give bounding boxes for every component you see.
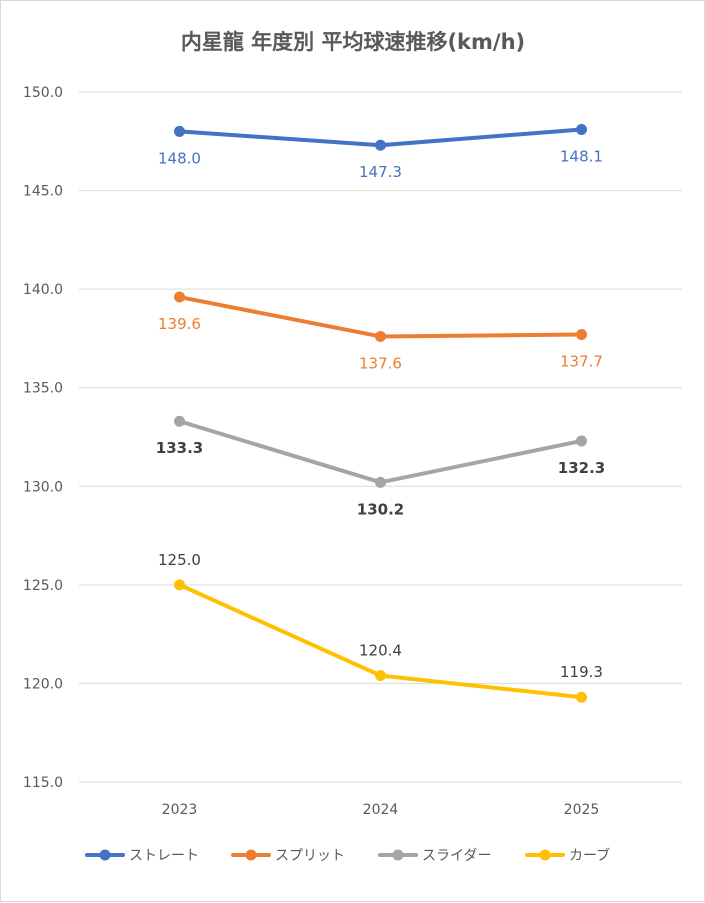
- y-tick-label: 130.0: [23, 479, 63, 495]
- y-tick-label: 120.0: [23, 676, 63, 692]
- x-axis-ticks: 2023 2024 2025: [162, 802, 600, 818]
- data-label: 130.2: [357, 500, 404, 518]
- data-label: 137.6: [359, 354, 402, 372]
- data-point: [174, 579, 185, 591]
- data-label: 148.0: [158, 149, 201, 167]
- data-point: [576, 691, 587, 703]
- data-label: 148.1: [560, 147, 603, 165]
- legend-label: ストレート: [129, 848, 199, 864]
- legend-label: カーブ: [569, 847, 610, 864]
- data-label: 125.0: [158, 551, 201, 569]
- chart-title: 内星龍 年度別 平均球速推移(km/h): [181, 30, 525, 54]
- data-labels: 148.0 147.3 148.1 139.6 137.6 137.7 133.3 130.2…: [156, 147, 605, 681]
- data-label: 119.3: [560, 663, 603, 681]
- legend-label: スプリット: [275, 848, 345, 864]
- legend-label: スライダー: [422, 848, 491, 864]
- data-label: 120.4: [359, 642, 402, 660]
- data-label: 147.3: [359, 163, 402, 181]
- series-lines: [174, 123, 587, 703]
- data-point: [375, 330, 386, 342]
- y-tick-label: 115.0: [23, 775, 63, 791]
- legend-swatch-marker: [99, 849, 111, 861]
- legend-swatch-marker: [245, 849, 257, 861]
- data-point: [375, 139, 386, 151]
- series-line: [177, 295, 584, 339]
- y-tick-label: 135.0: [23, 381, 63, 397]
- y-tick-label: 145.0: [23, 184, 63, 200]
- x-tick-label: 2023: [162, 802, 198, 818]
- series-line: [177, 419, 584, 485]
- y-tick-label: 150.0: [23, 85, 63, 101]
- data-point: [576, 328, 587, 340]
- data-label: 133.3: [156, 439, 203, 457]
- x-tick-label: 2024: [363, 802, 399, 818]
- data-label: 139.6: [158, 315, 201, 333]
- data-point: [174, 291, 185, 303]
- legend-swatch-marker: [392, 849, 404, 861]
- legend: ストレート スプリット スライダー カーブ: [85, 847, 610, 864]
- data-point: [174, 125, 185, 137]
- data-point: [174, 415, 185, 427]
- data-point: [576, 123, 587, 135]
- y-tick-label: 125.0: [23, 578, 63, 594]
- data-label: 132.3: [558, 459, 605, 477]
- legend-swatch-marker: [539, 849, 551, 861]
- data-point: [375, 670, 386, 682]
- x-tick-label: 2025: [564, 802, 600, 818]
- y-axis-ticks: 115.0 120.0 125.0 130.0 135.0 140.0 145.0 150.0: [23, 85, 63, 791]
- y-tick-label: 140.0: [23, 282, 63, 298]
- data-point: [576, 435, 587, 447]
- data-point: [375, 476, 386, 488]
- data-label: 137.7: [560, 352, 603, 370]
